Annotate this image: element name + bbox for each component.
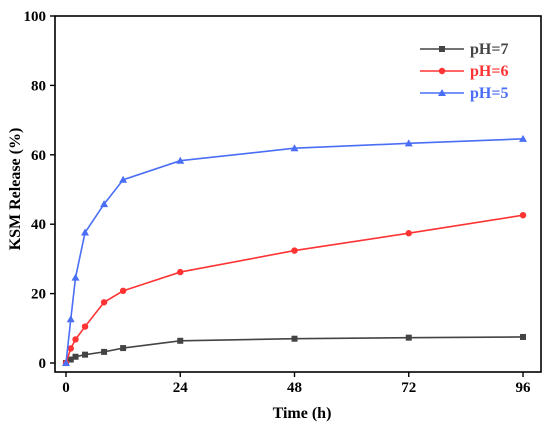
data-point [119,175,128,183]
data-point [67,356,74,363]
y-tick-label: 80 [31,78,46,94]
y-axis-title: KSM Release (%) [7,128,24,251]
y-tick-label: 60 [31,148,46,164]
data-point [177,337,184,344]
data-point [100,299,108,306]
data-point [405,334,412,341]
data-point [100,200,109,208]
x-tick-label: 0 [62,380,70,396]
data-point [519,134,527,142]
data-point [290,144,299,152]
data-point [405,230,412,237]
data-point [81,228,90,236]
data-point [291,247,298,254]
data-point [520,333,526,340]
legend: pH=7 pH=6 pH=5 [420,41,508,102]
data-point [67,345,74,352]
data-point [66,315,75,323]
legend-label: pH=5 [470,85,508,102]
legend-marker [439,46,445,52]
series-square [63,333,526,366]
series-line [65,214,524,364]
legend-label: pH=6 [470,63,508,80]
x-tick-label: 72 [401,380,416,396]
data-point [404,139,413,147]
data-point [291,335,298,342]
data-point [176,156,185,164]
series-triangle [62,134,527,366]
data-point [119,287,127,295]
series-circle [62,211,527,367]
legend-item: pH=5 [420,85,508,102]
y-tick-label: 0 [39,356,47,372]
y-tick-label: 100 [24,9,47,25]
data-point [82,351,89,358]
x-tick-label: 96 [516,380,532,396]
data-point [120,345,127,352]
legend-item: pH=7 [420,41,508,58]
data-point [72,336,79,343]
x-tick-label: 24 [173,380,189,396]
data-point [101,348,108,355]
data-point [72,353,79,360]
data-point [519,211,527,219]
x-axis-title: Time (h) [273,405,332,422]
series-line [65,138,524,364]
axes: 0 24 48 72 96 0 20 40 60 80 100 [24,9,542,396]
data-point [177,268,184,276]
data-point [81,323,89,330]
legend-marker [438,67,446,75]
legend-marker [438,89,446,96]
data-point [62,359,70,366]
y-tick-label: 40 [31,217,46,233]
series-layer [62,134,527,367]
data-point [71,273,80,281]
legend-label: pH=7 [470,41,508,58]
legend-item: pH=6 [420,63,508,80]
y-tick-label: 20 [31,287,46,303]
x-tick-label: 48 [287,380,302,396]
plot-frame [54,15,542,373]
